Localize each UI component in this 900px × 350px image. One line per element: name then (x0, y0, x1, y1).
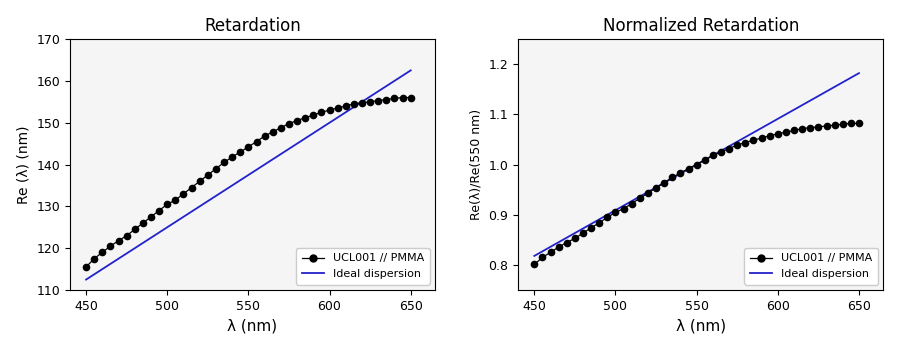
Title: Retardation: Retardation (204, 17, 301, 35)
Y-axis label: Re (λ) (nm): Re (λ) (nm) (17, 125, 31, 204)
X-axis label: λ (nm): λ (nm) (228, 318, 277, 333)
Y-axis label: Re(λ)/Re(550 nm): Re(λ)/Re(550 nm) (470, 109, 482, 220)
Legend: UCL001 // PMMA, Ideal dispersion: UCL001 // PMMA, Ideal dispersion (744, 248, 878, 285)
Title: Normalized Retardation: Normalized Retardation (602, 17, 799, 35)
Legend: UCL001 // PMMA, Ideal dispersion: UCL001 // PMMA, Ideal dispersion (296, 248, 429, 285)
X-axis label: λ (nm): λ (nm) (676, 318, 725, 333)
